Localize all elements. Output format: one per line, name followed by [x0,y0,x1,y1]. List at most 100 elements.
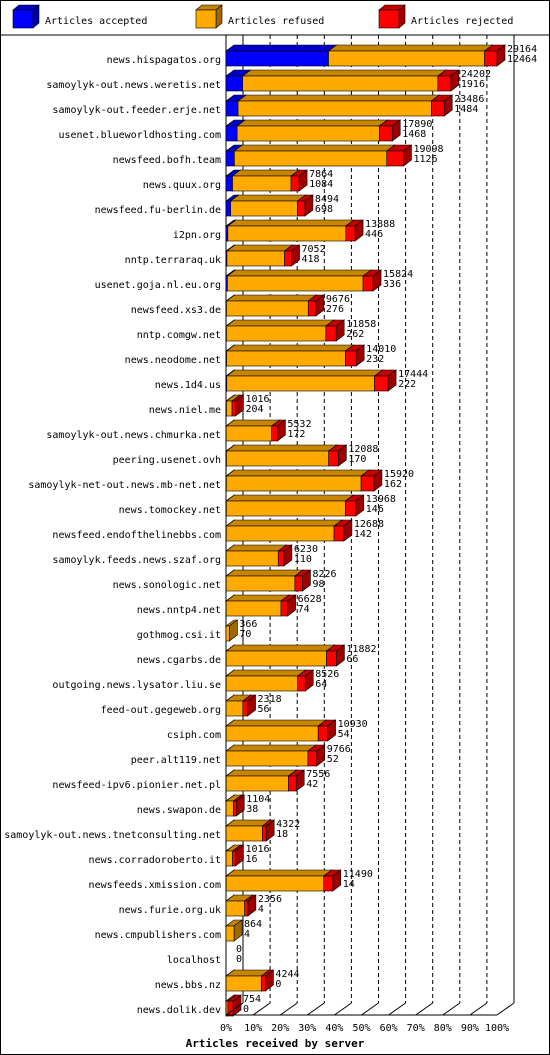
bar-segment-refused-top [225,544,288,552]
bar-segment-rejected [327,444,348,467]
data-label-secondary: 12464 [507,54,537,65]
bar-segment-rejected [280,594,297,617]
category-label: news.1d4.us [155,380,221,391]
data-label-total: 754 [243,994,261,1005]
x-tick [469,1002,488,1016]
bar-segment-refused-top [225,319,335,327]
bar-segment-rejected-front [294,575,303,592]
data-label-total: 24202 [461,69,491,80]
x-tick-label: 80% [434,1023,452,1034]
bar-segment-accepted-front [225,75,244,92]
bar-segment-rejected-front [261,975,266,992]
data-label-total: 12088 [348,444,378,455]
data-label-secondary: 276 [326,304,344,315]
data-label-secondary: 42 [306,779,318,790]
x-tick-label: 60% [380,1023,398,1034]
data-label-secondary: 262 [346,329,364,340]
data-label-secondary: 446 [365,229,383,240]
bar-segment-rejected [261,819,276,842]
bar-segment-refused [225,594,290,617]
bar-segment-rejected-front [297,675,306,692]
category-label: news.swapon.de [137,805,221,816]
bar-segment-refused-top [225,669,307,677]
x-tick-label: 90% [461,1023,479,1034]
bar-segment-rejected [290,169,308,192]
bar-segment-accepted-top [225,44,338,52]
bar-segment-refused-front [236,125,380,142]
bar-segment-rejected [325,644,346,667]
bar-segment-refused [241,69,447,92]
bar-row: samoylyk-out.news.tnetconsulting.net 4322… [4,819,300,842]
bar-segment-refused-top [225,519,343,527]
category-label: csiph.com [167,730,221,741]
bar-segment-refused-top [225,469,371,477]
category-label: localhost [167,955,221,966]
bar-segment-refused-top [237,94,441,102]
bar-segment-refused [225,294,318,317]
x-tick [252,1002,271,1016]
bar-segment-rejected-front [345,500,357,517]
bar-segment-rejected-front [379,125,393,142]
data-label-total: 23486 [454,94,484,105]
data-label-secondary: 146 [366,504,384,515]
bar-segment-rejected [333,519,353,542]
bar-segment-refused-front [234,150,388,167]
bar-segment-refused-front [237,100,432,117]
data-label-secondary: 0 [275,979,281,990]
x-tick-label: 0% [220,1023,232,1034]
bar-segment-refused-front [225,675,299,692]
category-label: samoylyk-out.news.chmurka.net [46,430,221,441]
data-label-secondary: 222 [398,379,416,390]
bar-segment-rejected-front [333,525,345,542]
bar-segment-refused [229,194,307,217]
data-label-total: 10930 [338,719,368,730]
bar-segment-refused-front [225,875,325,892]
bar-segment-refused-front [226,475,362,492]
bar-segment-refused-front [226,350,346,367]
category-label: samoylyk-out.news.weretis.net [46,80,221,91]
bar-segment-rejected-front [325,325,337,342]
x-tick [496,1002,515,1016]
bar-segment-rejected-front [280,600,288,617]
data-label-total: 8526 [315,669,339,680]
bar-segment-rejected-front [244,900,249,917]
bar-segment-rejected [270,419,287,442]
legend-label-0: Articles accepted [45,16,147,27]
x-tick-label: 70% [407,1023,425,1034]
bar-segment-refused [226,244,294,267]
x-tick-label: 100% [485,1023,509,1034]
bar-segment-rejected [430,94,454,117]
bar-segment-rejected-front [227,1000,234,1017]
bar-segment-refused-front [225,750,309,767]
bar-row: localhost 00 [167,944,242,966]
bar-segment-refused [225,469,371,492]
bar-segment-rejected [277,544,293,567]
bar-segment-refused-front [225,975,262,992]
data-label-total: 1016 [245,844,269,855]
category-label: newsfeed.xs3.de [131,305,221,316]
data-label-total: 6230 [294,544,318,555]
category-label: gothmog.csi.it [137,630,221,641]
bar-segment-accepted-front [225,125,238,142]
bar-segment-refused [225,919,243,942]
data-label-total: 2318 [258,694,282,705]
bar-segment-refused-front [225,425,273,442]
data-label-total: 13968 [366,494,396,505]
bar-segment-rejected [307,294,325,317]
x-tick [279,1002,298,1016]
category-label: feed-out.gegeweb.org [101,705,221,716]
category-label: newsfeed.endofthelinebbs.com [52,530,221,541]
bar-segment-refused [225,869,333,892]
bar-segment-rejected-front [345,225,356,242]
bar-segment-rejected [243,894,257,917]
